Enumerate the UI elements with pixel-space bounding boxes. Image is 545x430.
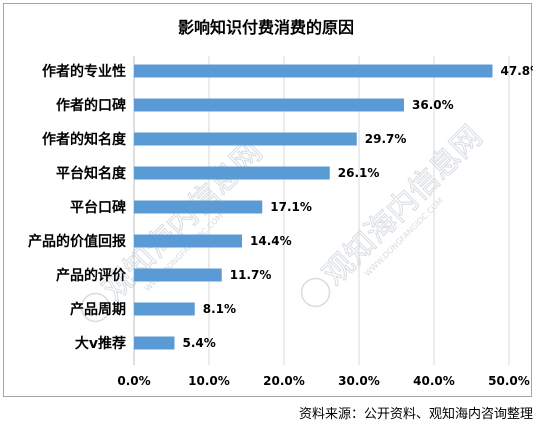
value-label: 29.7%	[365, 132, 407, 146]
category-label: 产品的评价	[56, 267, 127, 284]
category-label: 平台口碑	[70, 199, 126, 216]
bar	[134, 336, 175, 350]
bar	[134, 132, 357, 146]
category-label: 产品的价值回报	[28, 233, 126, 250]
value-labels: 47.8% 36.0% 29.7% 26.1% 17.1% 14.4% 11.7% 8.1% 5…	[183, 64, 534, 350]
source-note: 资料来源：公开资料、观知海内咨询整理	[298, 407, 533, 422]
watermark-logo-icon	[80, 292, 111, 323]
value-label: 47.8%	[501, 64, 534, 78]
category-label: 作者的知名度	[42, 131, 127, 148]
x-axis-tick-labels: 0.0% 10.0% 20.0% 30.0% 40.0% 50.0%	[117, 374, 529, 388]
category-label: 平台知名度	[56, 165, 127, 182]
x-tick-label: 40.0%	[413, 374, 455, 388]
category-label: 作者的口碑	[56, 97, 126, 114]
x-tick-label: 10.0%	[188, 374, 230, 388]
category-labels: 作者的专业性作者的口碑作者的知名度平台知名度平台口碑产品的价值回报产品的评价产品…	[28, 63, 127, 352]
bar	[134, 234, 242, 248]
bar	[134, 166, 330, 180]
x-tick-label: 50.0%	[488, 374, 530, 388]
x-tick-label: 0.0%	[117, 374, 150, 388]
value-label: 17.1%	[270, 200, 312, 214]
category-label: 产品周期	[70, 301, 126, 318]
value-label: 8.1%	[203, 302, 236, 316]
category-label: 作者的专业性	[42, 63, 126, 80]
bar	[134, 64, 493, 78]
value-label: 36.0%	[412, 98, 454, 112]
x-tick-label: 30.0%	[338, 374, 380, 388]
chart-frame: 观知海内信息网 WWW.DONGFANGIDC.COM 观知海内信息网 WWW.DON…	[3, 3, 534, 397]
bar	[134, 98, 404, 112]
value-label: 11.7%	[230, 268, 272, 282]
value-label: 26.1%	[338, 166, 380, 180]
bar	[134, 268, 222, 282]
bar	[134, 200, 263, 214]
category-label: 大v推荐	[75, 335, 126, 352]
x-tick-label: 20.0%	[263, 374, 305, 388]
bar-layer	[134, 64, 493, 350]
watermark-logo-icon	[300, 277, 331, 308]
chart-title: 影响知识付费消费的原因	[178, 18, 354, 37]
value-label: 5.4%	[183, 336, 216, 350]
bar	[134, 302, 195, 316]
value-label: 14.4%	[250, 234, 292, 248]
